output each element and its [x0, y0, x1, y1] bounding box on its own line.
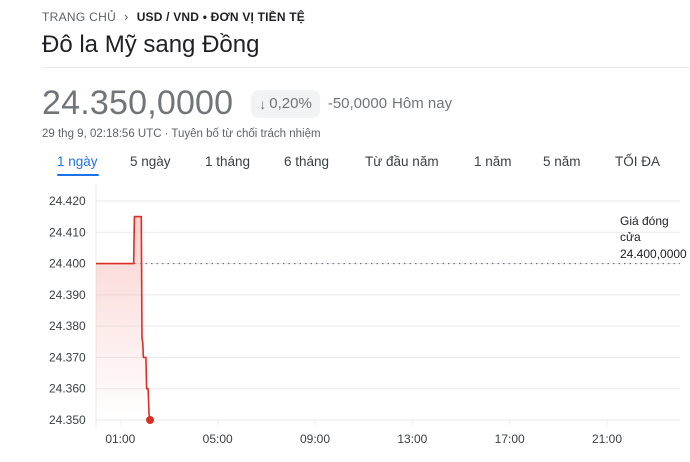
y-tick-label: 24.410	[49, 225, 86, 239]
price-chart[interactable]: 24.420 24.410 24.400 24.390 24.380 24.370 24.3…	[0, 180, 690, 462]
breadcrumb-chevron-icon: ›	[124, 9, 129, 24]
tab-5-days[interactable]: 5 ngày	[130, 154, 171, 169]
change-absolute-value: -50,0000	[327, 95, 388, 112]
timestamp: 29 thg 9, 02:18:56 UTC	[42, 128, 162, 140]
last-price-point	[146, 416, 155, 424]
tab-1-day[interactable]: 1 ngày	[57, 154, 98, 169]
active-tab-indicator	[57, 174, 99, 176]
y-tick-label: 24.350	[49, 413, 86, 427]
breadcrumb-current: USD / VND • ĐƠN VỊ TIỀN TỆ	[136, 9, 306, 24]
x-tick-label: 09:00	[300, 432, 330, 446]
x-tick-label: 21:00	[592, 432, 622, 446]
y-tick-label: 24.380	[49, 319, 86, 333]
tab-max[interactable]: TỐI ĐA	[615, 154, 661, 169]
price-area	[96, 216, 150, 420]
tab-5-years[interactable]: 5 năm	[543, 154, 581, 169]
change-percent-badge: ↓ 0,20%	[251, 89, 320, 118]
chart-gridlines	[96, 200, 680, 421]
arrow-down-icon: ↓	[259, 95, 267, 112]
x-tick-label: 17:00	[495, 432, 525, 446]
y-tick-label: 24.370	[49, 350, 86, 364]
tab-1-year[interactable]: 1 năm	[474, 154, 512, 169]
tab-6-months[interactable]: 6 tháng	[284, 154, 330, 169]
breadcrumb-home-link[interactable]: TRANG CHỦ	[42, 9, 117, 24]
disclaimer-link[interactable]: Tuyên bố từ chối trách nhiệm	[171, 128, 321, 140]
tab-ytd[interactable]: Từ đầu năm	[365, 154, 439, 169]
previous-close-label-line2: cửa	[620, 230, 641, 244]
change-period: Hôm nay	[392, 95, 453, 112]
previous-close-label: Giá đóng	[620, 214, 669, 228]
y-tick-label: 24.390	[49, 288, 86, 302]
breadcrumb: TRANG CHỦ › USD / VND • ĐƠN VỊ TIỀN TỆ	[42, 9, 305, 24]
header-divider	[42, 67, 690, 68]
x-tick-label: 13:00	[397, 432, 427, 446]
range-tabs: 1 ngày 5 ngày 1 tháng 6 tháng Từ đầu năm…	[42, 150, 682, 180]
price-line	[96, 215, 151, 421]
current-price: 24.350,0000	[42, 84, 234, 122]
y-tick-label: 24.360	[49, 382, 86, 396]
y-tick-label: 24.400	[49, 257, 86, 271]
y-tick-label: 24.420	[49, 194, 86, 208]
x-tick-label: 01:00	[105, 432, 135, 446]
tab-1-month[interactable]: 1 tháng	[205, 154, 251, 169]
change-absolute: -50,0000 Hôm nay	[328, 95, 452, 112]
price-row: 24.350,0000 ↓ 0,20% -50,0000 Hôm nay	[42, 84, 452, 123]
timestamp-separator: ·	[164, 128, 169, 140]
x-tick-label: 05:00	[203, 432, 233, 446]
previous-close-value: 24.400,0000	[620, 247, 687, 261]
timestamp-line: 29 thg 9, 02:18:56 UTC · Tuyên bố từ chối …	[42, 128, 321, 140]
x-axis-labels: 01:00 05:00 09:00 13:00 17:00 21:00	[105, 420, 622, 446]
y-axis-labels: 24.420 24.410 24.400 24.390 24.380 24.370 24.3…	[49, 194, 86, 427]
page-title: Đô la Mỹ sang Đồng	[42, 31, 260, 58]
change-percent: 0,20%	[269, 95, 312, 112]
